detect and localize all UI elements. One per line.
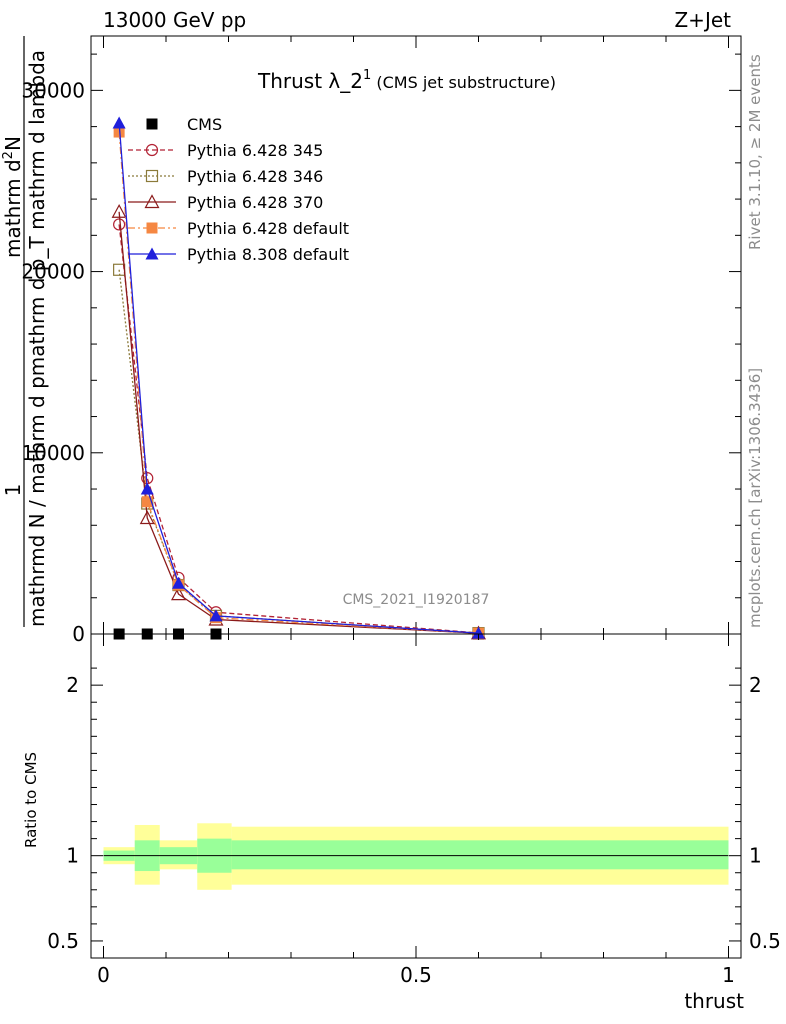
series-5: [112, 116, 485, 639]
legend-item: Pythia 8.308 default: [128, 245, 349, 264]
x-tick-label: 0.5: [400, 963, 432, 987]
watermark: CMS_2021_I1920187: [343, 592, 490, 608]
y-label-numerator: 1: [1, 484, 25, 497]
series-line: [118, 224, 479, 634]
main-y-tick-label: 0: [72, 622, 85, 646]
data-point: [141, 496, 153, 508]
series-3: [111, 204, 487, 640]
data-point: [172, 576, 185, 589]
legend-item: Pythia 6.428 default: [128, 219, 349, 238]
plot-title-sub: (CMS jet substructure): [371, 73, 556, 92]
plot-title-sup: 1: [363, 68, 371, 83]
main-panel: 0100002000030000400005000060000 Thrust λ…: [21, 35, 742, 646]
side-label-rivet: Rivet 3.1.10, ≥ 2M events: [746, 54, 764, 250]
data-point: [140, 482, 154, 495]
plot-title: Thrust λ_21 (CMS jet substructure): [257, 68, 556, 93]
x-tick-label: 0: [97, 963, 110, 987]
legend-marker: [145, 169, 159, 183]
main-y-tick-label: 20000: [21, 260, 85, 284]
ratio-y-tick-label: 2: [66, 673, 79, 697]
series-line: [118, 269, 479, 634]
legend-label: Pythia 6.428 default: [187, 219, 349, 238]
legend-label: Pythia 6.428 346: [187, 167, 323, 186]
ratio-y-tick-label-right: 2: [749, 673, 762, 697]
legend-marker: [145, 143, 159, 157]
legend-label: Pythia 6.428 345: [187, 141, 323, 160]
data-point: [113, 126, 125, 138]
legend-marker: [145, 247, 159, 260]
x-axis-label: thrust: [684, 989, 744, 1013]
side-label-mcplots: mcplots.cern.ch [arXiv:1306.3436]: [746, 368, 764, 628]
ratio-bands: [103, 823, 729, 890]
header-left: 13000 GeV pp: [103, 8, 246, 32]
legend-label: CMS: [187, 115, 222, 134]
ratio-axis-ticks: 0 0.5 1 0.5 0.5 1 1 2 2: [47, 634, 781, 987]
legend: CMS Pythia 6.428 345 Pythia 6.428 346 Pythi…: [128, 115, 349, 264]
legend-marker: [146, 222, 158, 234]
series-1: [113, 218, 485, 640]
data-point: [139, 510, 155, 525]
y-label-dn-d: mathrm d: [1, 159, 25, 258]
data-point: [113, 218, 126, 231]
ratio-panel-frame: [90, 633, 742, 959]
ratio-y-tick-label-right: 1: [749, 844, 762, 868]
legend-marker: [144, 194, 160, 209]
data-point: [170, 586, 187, 601]
data-point: [209, 609, 223, 622]
x-tick-label: 1: [722, 963, 735, 987]
ratio-y-tick-label: 0.5: [47, 929, 79, 953]
series-2: [113, 263, 485, 640]
legend-item: Pythia 6.428 345: [128, 141, 323, 160]
legend-item: CMS: [146, 115, 222, 134]
y-label-dn-sup: 2: [1, 151, 16, 159]
series-line: [118, 211, 479, 634]
data-point: [472, 626, 485, 639]
y-axis-label-ratio: Ratio to CMS: [22, 752, 40, 848]
main-axis-ticks: 0100002000030000400005000060000: [21, 36, 741, 646]
ratio-y-tick-label-right: 0.5: [749, 929, 781, 953]
y-axis-label-main: 1 mathrmd N / mathrm d pmathrm d p_T mat…: [1, 36, 49, 627]
main-y-tick-label: 10000: [21, 441, 85, 465]
header-right: Z+Jet: [674, 8, 731, 32]
y-label-dn-n: N: [1, 136, 25, 151]
main-y-tick-label: 30000: [21, 78, 85, 102]
legend-label: Pythia 6.428 370: [187, 193, 323, 212]
legend-item: Pythia 6.428 370: [128, 193, 323, 212]
ratio-panel: 0 0.5 1 0.5 0.5 1 1 2 2: [47, 633, 781, 987]
legend-item: Pythia 6.428 346: [128, 167, 323, 186]
plot-title-main: Thrust λ_2: [257, 69, 363, 93]
ratio-band-inner: [231, 840, 729, 870]
data-point: [111, 204, 127, 218]
y-label-dn: mathrm d2N: [1, 136, 25, 258]
y-label-denominator: mathrmd N / mathrm d pmathrm d p_T mathr…: [25, 50, 49, 627]
ratio-y-tick-label: 1: [66, 844, 79, 868]
legend-label: Pythia 8.308 default: [187, 245, 349, 264]
legend-marker: [146, 118, 158, 130]
data-point: [112, 116, 126, 129]
